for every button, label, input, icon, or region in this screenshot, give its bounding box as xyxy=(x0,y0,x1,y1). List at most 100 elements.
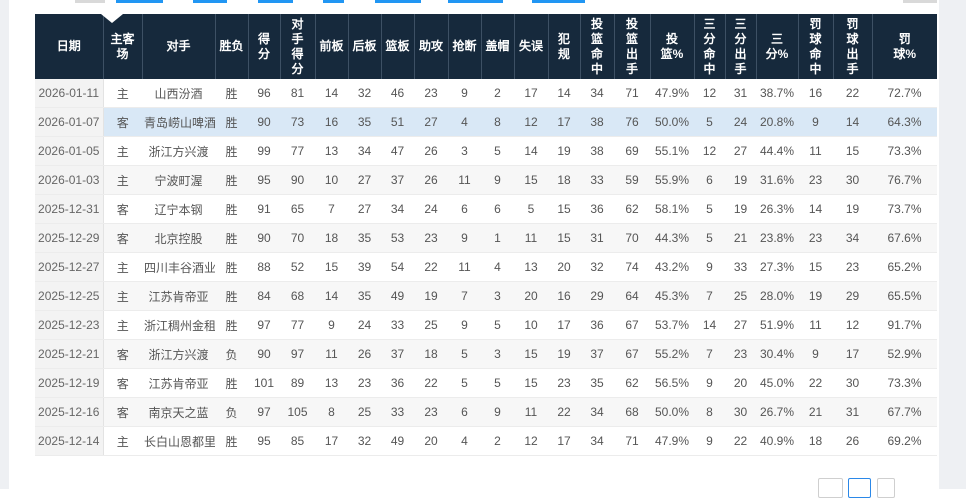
pagination-current-button[interactable] xyxy=(848,478,871,498)
cell-date: 2025-12-14 xyxy=(35,426,104,456)
cell-fta: 14 xyxy=(833,107,872,137)
column-header-ftm[interactable]: 罚球命中 xyxy=(797,14,834,79)
pagination-prev-button[interactable] xyxy=(818,478,843,498)
cell-oreb: 17 xyxy=(315,426,348,456)
column-header-stl[interactable]: 抢断 xyxy=(447,14,482,79)
cell-tov: 11 xyxy=(514,223,548,253)
cell-points: 90 xyxy=(248,223,280,253)
left-page-margin xyxy=(0,0,9,489)
cell-opponent: 宁波町渥 xyxy=(142,165,215,195)
cell-tpa: 25 xyxy=(725,281,756,311)
table-row[interactable]: 2025-12-21 客浙江方兴渡负 90 97 11 26 37 18 5 3 15 19 37 67 5… xyxy=(35,339,937,369)
column-header-dreb[interactable]: 后板 xyxy=(347,14,382,79)
cell-result: 胜 xyxy=(215,79,248,108)
cell-tpp: 31.6% xyxy=(756,165,798,195)
table-row[interactable]: 2026-01-05 主浙江方兴渡胜 99 77 13 34 47 26 3 5 14 19 38 69 5… xyxy=(35,136,937,166)
cell-oreb: 13 xyxy=(315,136,348,166)
column-header-oreb[interactable]: 前板 xyxy=(314,14,349,79)
cell-tov: 5 xyxy=(514,194,548,224)
cutoff-tab[interactable] xyxy=(532,0,585,3)
cell-tpa: 20 xyxy=(725,368,756,398)
cell-date: 2025-12-31 xyxy=(35,194,104,224)
cutoff-tab[interactable] xyxy=(323,0,344,3)
table-row[interactable]: 2025-12-14 主长白山恩都里胜 95 85 17 32 49 20 4 2 12 17 34 71… xyxy=(35,426,937,456)
cell-ftp: 69.2% xyxy=(872,426,937,456)
cutoff-tab[interactable] xyxy=(116,0,163,3)
cutoff-tab[interactable] xyxy=(258,0,293,3)
cell-ast: 26 xyxy=(414,165,448,195)
cell-venue: 主 xyxy=(103,281,142,311)
cell-tpa: 27 xyxy=(725,136,756,166)
column-header-opp_points[interactable]: 对手得分 xyxy=(279,14,316,79)
table-row[interactable]: 2025-12-19 客江苏肯帝亚胜 101 89 13 23 36 22 5 5 15 23 35 62… xyxy=(35,368,937,398)
table-row[interactable]: 2025-12-25 主江苏肯帝亚胜 84 68 14 35 49 19 7 3 20 16 29 64 4… xyxy=(35,281,937,311)
table-row[interactable]: 2026-01-03 主宁波町渥胜 95 90 10 27 37 26 11 9 15 18 33 59 5… xyxy=(35,165,937,195)
table-row[interactable]: 2025-12-27 主四川丰谷酒业胜 88 52 15 39 54 22 11 4 13 20 32 7… xyxy=(35,252,937,282)
column-header-tpp[interactable]: 三分% xyxy=(755,14,799,79)
column-header-tov[interactable]: 失误 xyxy=(513,14,549,79)
column-header-opponent[interactable]: 对手 xyxy=(141,14,216,79)
cell-reb: 34 xyxy=(381,194,414,224)
column-header-result[interactable]: 胜负 xyxy=(214,14,249,79)
cell-tpm: 7 xyxy=(694,339,725,369)
right-page-gutter xyxy=(939,0,966,489)
cell-fta: 15 xyxy=(833,136,872,166)
table-row[interactable]: 2025-12-16 客南京天之蓝负 97 105 8 25 33 23 6 9 11 22 34 68 5… xyxy=(35,397,937,427)
column-header-tpa[interactable]: 三分出手 xyxy=(724,14,757,79)
cell-tpa: 21 xyxy=(725,223,756,253)
table-row[interactable]: 2026-01-11 主山西汾酒胜 96 81 14 32 46 23 9 2 17 14 34 71 47… xyxy=(35,79,937,108)
column-header-tpm[interactable]: 三分命中 xyxy=(693,14,726,79)
cutoff-tab[interactable] xyxy=(75,0,105,3)
cell-opponent: 四川丰谷酒业 xyxy=(142,252,215,282)
table-row[interactable]: 2025-12-29 客北京控股胜 90 70 18 35 53 23 9 1 11 15 31 70 44… xyxy=(35,223,937,253)
cell-fga: 67 xyxy=(614,339,650,369)
cell-pf: 15 xyxy=(548,223,580,253)
column-header-fgp[interactable]: 投篮% xyxy=(649,14,695,79)
cell-date: 2025-12-23 xyxy=(35,310,104,340)
column-header-blk[interactable]: 盖帽 xyxy=(480,14,515,79)
cutoff-tab[interactable] xyxy=(448,0,503,3)
cell-venue: 主 xyxy=(103,252,142,282)
cell-tpm: 5 xyxy=(694,223,725,253)
column-header-ast[interactable]: 助攻 xyxy=(413,14,449,79)
cell-pf: 20 xyxy=(548,252,580,282)
cell-fgp: 56.5% xyxy=(650,368,694,398)
cell-opponent: 南京天之蓝 xyxy=(142,397,215,427)
cutoff-tab[interactable] xyxy=(193,0,227,3)
column-header-venue[interactable]: 主客场 xyxy=(102,14,143,79)
cell-points: 91 xyxy=(248,194,280,224)
column-header-fta[interactable]: 罚球出手 xyxy=(832,14,873,79)
table-row[interactable]: 2025-12-31 客辽宁本钢胜 91 65 7 27 34 24 6 6 5 15 36 62 58.1… xyxy=(35,194,937,224)
column-header-points[interactable]: 得分 xyxy=(247,14,281,79)
cell-pf: 22 xyxy=(548,397,580,427)
cell-reb: 53 xyxy=(381,223,414,253)
table-row[interactable]: 2025-12-23 主浙江稠州金租胜 97 77 9 24 33 25 9 5 10 17 36 67 5… xyxy=(35,310,937,340)
cell-ftp: 67.7% xyxy=(872,397,937,427)
cell-ftp: 65.2% xyxy=(872,252,937,282)
cell-blk: 5 xyxy=(481,136,514,166)
cell-reb: 33 xyxy=(381,310,414,340)
cell-tpa: 31 xyxy=(725,79,756,108)
cell-stl: 11 xyxy=(448,252,481,282)
cell-venue: 客 xyxy=(103,339,142,369)
cutoff-tab[interactable] xyxy=(375,0,421,3)
column-header-date[interactable]: 日期 xyxy=(35,14,104,79)
cell-tov: 11 xyxy=(514,397,548,427)
cell-tpm: 9 xyxy=(694,368,725,398)
column-header-reb[interactable]: 篮板 xyxy=(380,14,415,79)
cutoff-tab[interactable] xyxy=(903,0,937,3)
column-header-fgm[interactable]: 投篮命中 xyxy=(579,14,615,79)
cell-reb: 36 xyxy=(381,368,414,398)
pagination-next-button[interactable] xyxy=(877,478,895,498)
cell-fgp: 45.3% xyxy=(650,281,694,311)
column-header-fga[interactable]: 投篮出手 xyxy=(613,14,651,79)
cell-fga: 71 xyxy=(614,426,650,456)
column-header-ftp[interactable]: 罚球% xyxy=(871,14,937,79)
cell-tov: 14 xyxy=(514,136,548,166)
cell-opponent: 北京控股 xyxy=(142,223,215,253)
table-row[interactable]: 2026-01-07 客青岛崂山啤酒胜 90 73 16 35 51 27 4 8 12 17 38 76… xyxy=(35,107,937,137)
column-header-pf[interactable]: 犯规 xyxy=(547,14,581,79)
cell-date: 2025-12-21 xyxy=(35,339,104,369)
cell-fta: 30 xyxy=(833,165,872,195)
cell-ast: 23 xyxy=(414,223,448,253)
